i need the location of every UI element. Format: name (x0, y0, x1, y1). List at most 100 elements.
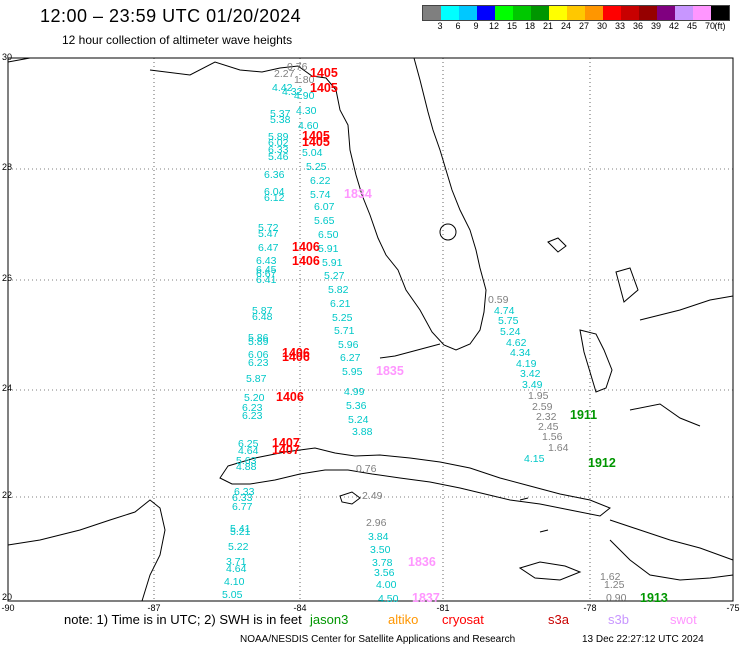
wave-height-value: 6.21 (330, 298, 351, 310)
longitude-label: -87 (147, 603, 160, 613)
wave-height-value: 4.00 (376, 579, 397, 591)
wave-height-value: 3.56 (374, 567, 395, 579)
wave-height-value: 5.38 (270, 114, 291, 126)
wave-height-value: 5.36 (346, 400, 367, 412)
wave-height-value: 4.64 (226, 563, 247, 575)
wave-height-value: 4.15 (524, 453, 545, 465)
pass-time-label: 1405 (310, 81, 338, 95)
colorbar-swatch (711, 6, 729, 20)
wave-height-value: 5.63 (236, 455, 257, 467)
pass-time-label: 1913 (640, 591, 668, 605)
wave-height-value: 5.91 (322, 257, 343, 269)
map-frame (7, 57, 734, 602)
wave-height-value: 5.91 (318, 243, 339, 255)
colorbar-swatch (549, 6, 567, 20)
wave-height-value: 4.74 (494, 305, 515, 317)
wave-height-value: 4.32 (282, 86, 303, 98)
colorbar-label: 21 (542, 21, 554, 31)
wave-height-value: 5.96 (338, 339, 359, 351)
wave-height-value: 0.76 (287, 61, 308, 73)
jamaica-coast (518, 561, 582, 581)
wave-height-value: 2.59 (532, 401, 553, 413)
wave-height-value: 2.96 (366, 517, 387, 529)
wave-height-value: 5.24 (500, 326, 521, 338)
colorbar-swatch (477, 6, 495, 20)
colorbar-label: 18 (524, 21, 536, 31)
colorbar-label: 12 (488, 21, 500, 31)
wave-height-value: 5.41 (230, 523, 251, 535)
wave-height-value: 3.78 (372, 557, 393, 569)
wave-height-value: 4.30 (296, 105, 317, 117)
wave-height-value: 5.46 (268, 151, 289, 163)
pass-time-label: 1406 (292, 254, 320, 268)
pass-time-label: 1407 (272, 443, 300, 457)
wave-height-value: 6.48 (252, 311, 273, 323)
pass-time-label: 1837 (412, 591, 440, 605)
wave-height-value: 5.87 (252, 305, 273, 317)
latitude-label: 30 (2, 52, 12, 62)
colorbar-label: 33 (614, 21, 626, 31)
wave-height-value: 6.06 (248, 349, 269, 361)
wave-height-value: 0.76 (356, 463, 377, 475)
pass-time-label: 1406 (276, 390, 304, 404)
longitude-labels: -90 -87 -84 -81 -78 -75 (1, 603, 739, 613)
wave-height-value: 4.64 (238, 445, 259, 457)
wave-height-value: 4.60 (298, 120, 319, 132)
colorbar-swatch (459, 6, 477, 20)
colorbar (422, 5, 730, 21)
longitude-label: -75 (726, 603, 739, 613)
wave-height-value: 5.89 (248, 336, 269, 348)
wave-height-value: 2.45 (538, 421, 559, 433)
colorbar-swatch (441, 6, 459, 20)
colorbar-unit: (ft) (714, 21, 726, 31)
wave-height-value: 6.12 (264, 192, 285, 204)
wave-height-value: 4.19 (516, 358, 537, 370)
wave-height-value: 6.07 (314, 201, 335, 213)
wave-height-value: 1.64 (548, 442, 569, 454)
colorbar-label: 3 (437, 21, 443, 31)
bahamas-islands-b (579, 329, 613, 393)
wave-height-value: 3.50 (370, 544, 391, 556)
wave-height-value: 6.33 (234, 486, 255, 498)
wave-height-value: 0.90 (606, 592, 627, 604)
wave-height-value: 3.88 (352, 426, 373, 438)
wave-height-value: 4.34 (510, 347, 531, 359)
wave-height-value: 4.42 (272, 82, 293, 94)
wave-height-value: 6.33 (268, 144, 289, 156)
wave-height-value: 3.49 (522, 379, 543, 391)
pass-time-label: 1406 (282, 350, 310, 364)
wave-height-value: 4.90 (294, 90, 315, 102)
wave-height-value: 5.05 (222, 589, 243, 601)
yucatan-coast (7, 499, 166, 602)
colorbar-swatch (567, 6, 585, 20)
wave-height-value: 2.49 (362, 490, 383, 502)
satellite-legend-item: s3b (608, 612, 629, 627)
coastlines (7, 57, 734, 602)
wave-height-value: 5.24 (348, 414, 369, 426)
wave-height-value: 4.62 (506, 337, 527, 349)
colorbar-label: 39 (650, 21, 662, 31)
small-isles (539, 529, 549, 533)
footer-timestamp: 13 Dec 22:27:12 UTC 2024 (582, 634, 704, 645)
wave-height-value: 5.21 (230, 526, 251, 538)
wave-height-value: 6.23 (242, 410, 263, 422)
wave-height-value: 1.25 (604, 579, 625, 591)
colorbar-swatch (621, 6, 639, 20)
wave-height-value: 6.23 (248, 357, 269, 369)
pass-time-label: 1406 (292, 240, 320, 254)
wave-height-value: 1.80 (294, 74, 315, 86)
bahamas-islands-c (615, 267, 639, 303)
wave-height-value: 5.25 (332, 312, 353, 324)
wave-height-value: 5.71 (334, 325, 355, 337)
wave-height-value: 6.22 (310, 175, 331, 187)
pass-time-label: 1835 (376, 364, 404, 378)
pass-time-label: 1407 (272, 436, 300, 450)
pass-time-label: 1912 (588, 456, 616, 470)
wave-height-value: 4.50 (378, 593, 399, 605)
colorbar-labels: 3 6 9 12 15 18 21 24 27 30 33 36 39 42 45 70 (ft) (422, 21, 728, 33)
latitude-label: 22 (2, 490, 12, 500)
longitude-label: -78 (583, 603, 596, 613)
wave-height-value: 4.99 (344, 386, 365, 398)
satellite-legend-item: swot (670, 612, 697, 627)
